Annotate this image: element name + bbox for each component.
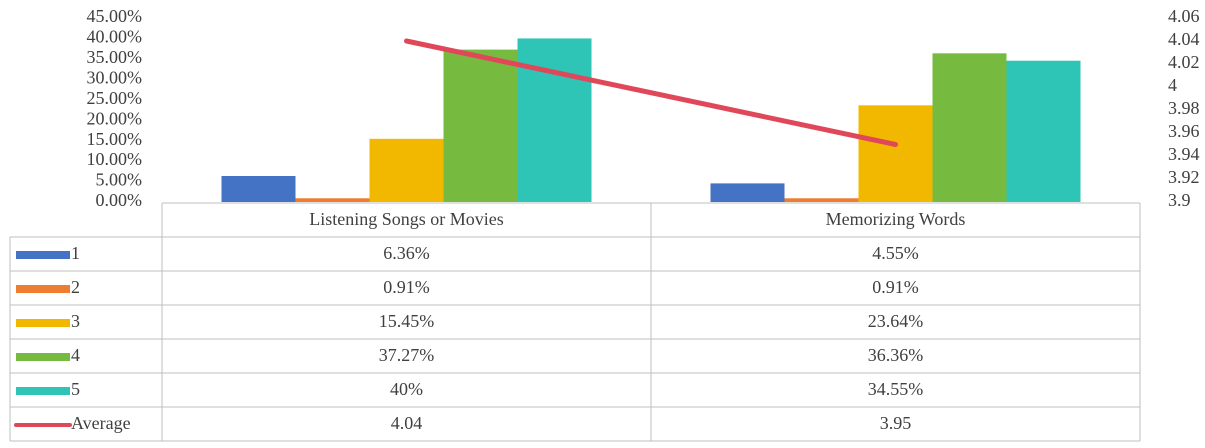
bar	[517, 38, 592, 202]
y-tick-label: 20.00%	[87, 108, 143, 128]
legend-key	[16, 387, 70, 395]
table-value: 0.91%	[383, 277, 430, 297]
y2-tick-label: 3.96	[1168, 121, 1200, 141]
table-value: 23.64%	[868, 311, 924, 331]
legend-key	[16, 251, 70, 259]
y-tick-label: 5.00%	[96, 170, 143, 190]
legend-label: 2	[71, 277, 80, 297]
y2-tick-label: 3.9	[1168, 190, 1191, 210]
y-tick-label: 10.00%	[87, 149, 143, 169]
y2-tick-label: 4.04	[1168, 29, 1200, 49]
legend-label: 5	[71, 379, 80, 399]
table-value: 4.55%	[872, 243, 919, 263]
table-value: 34.55%	[868, 379, 924, 399]
x-tick-label: Listening Songs or Movies	[309, 209, 504, 229]
y-tick-label: 25.00%	[87, 88, 143, 108]
y2-tick-label: 3.94	[1168, 144, 1200, 164]
x-tick-label: Memorizing Words	[826, 209, 966, 229]
legend-key	[16, 319, 70, 327]
bar	[221, 175, 296, 202]
table-value: 6.36%	[383, 243, 430, 263]
y2-tick-label: 3.98	[1168, 98, 1200, 118]
legend-label: 3	[71, 311, 80, 331]
table-value: 15.45%	[379, 311, 435, 331]
bar	[710, 183, 785, 202]
bar	[784, 198, 859, 202]
y2-tick-label: 4.02	[1168, 52, 1200, 72]
legend-key	[16, 285, 70, 293]
y2-tick-label: 3.92	[1168, 167, 1200, 187]
y-tick-label: 15.00%	[87, 129, 143, 149]
table-value: 37.27%	[379, 345, 435, 365]
table-value: 3.95	[880, 413, 912, 433]
legend-label: 1	[71, 243, 80, 263]
y-tick-label: 30.00%	[87, 67, 143, 87]
bar	[932, 53, 1007, 202]
y-tick-label: 35.00%	[87, 47, 143, 67]
bar	[858, 105, 933, 202]
bar	[369, 138, 444, 202]
y2-tick-label: 4.06	[1168, 6, 1200, 26]
y-tick-label: 0.00%	[96, 190, 143, 210]
legend-label: 4	[71, 345, 80, 365]
y-tick-label: 40.00%	[87, 27, 143, 47]
y-tick-label: 45.00%	[87, 6, 143, 26]
bar	[443, 49, 518, 202]
table-value: 36.36%	[868, 345, 924, 365]
table-value: 4.04	[391, 413, 423, 433]
bar	[295, 198, 370, 202]
line-series	[404, 38, 898, 147]
bar	[1006, 60, 1081, 203]
y2-tick-label: 4	[1168, 75, 1177, 95]
table-value: 40%	[390, 379, 423, 399]
legend-key	[16, 353, 70, 361]
legend-label: Average	[71, 413, 131, 433]
table-value: 0.91%	[872, 277, 919, 297]
